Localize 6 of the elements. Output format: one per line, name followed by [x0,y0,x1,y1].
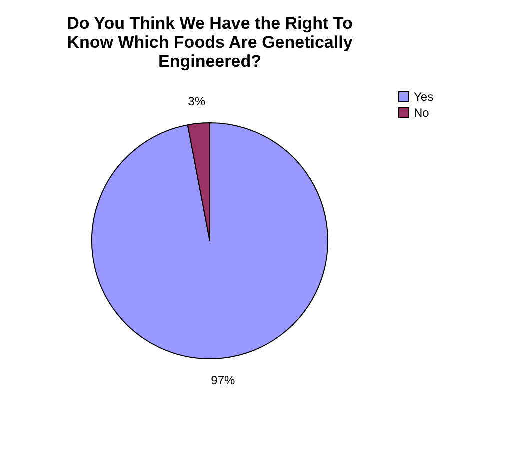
pie-slice [92,122,328,360]
data-label: 97% [211,373,236,388]
legend-label: No [414,106,430,120]
chart-title: Do You Think We Have the Right To Know Which Foods Are Genetically Engineered? [67,14,354,71]
legend-label: Yes [414,90,434,104]
data-label: 3% [188,94,206,109]
